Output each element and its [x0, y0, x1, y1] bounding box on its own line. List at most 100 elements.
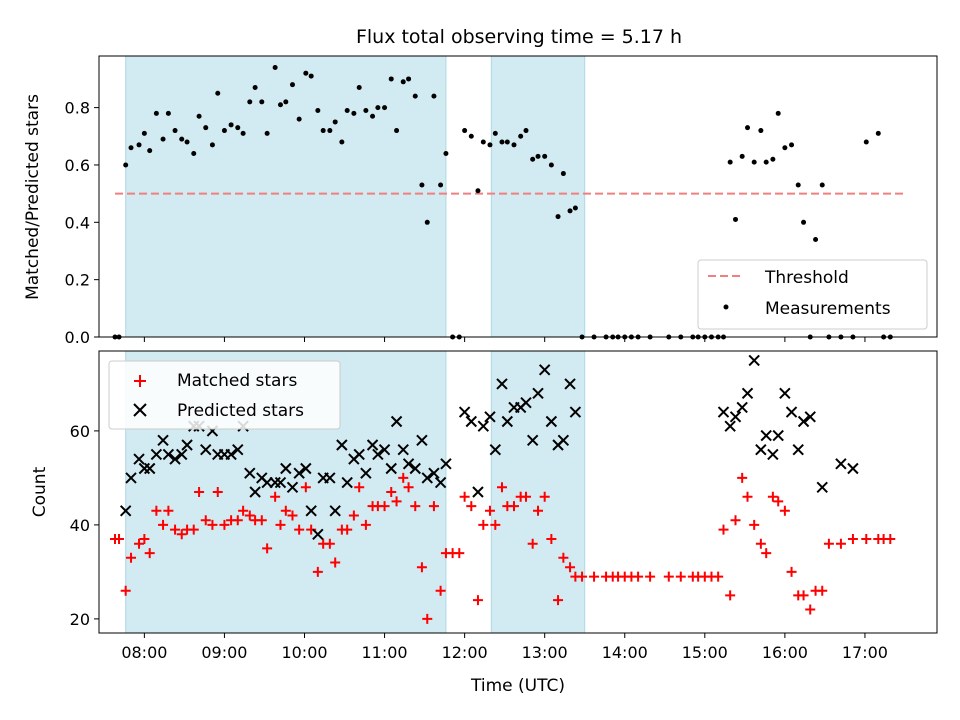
predicted-stars-point — [169, 453, 181, 465]
predicted-stars-point — [736, 401, 748, 414]
measurement-point — [530, 156, 536, 162]
measurement-point — [770, 156, 776, 162]
measurement-point — [795, 182, 801, 188]
measurement-point — [264, 130, 270, 136]
x-tick-label: 11:00 — [362, 643, 408, 662]
matched-stars-point — [207, 519, 218, 530]
matched-stars-point — [558, 552, 569, 563]
matched-stars-point — [410, 501, 421, 512]
matched-stars-point — [194, 487, 205, 497]
measurement-point — [363, 107, 369, 113]
measurement-point — [572, 205, 578, 211]
predicted-stars-point — [402, 458, 415, 470]
measurement-point — [172, 128, 178, 134]
measurement-point — [315, 107, 321, 113]
predicted-stars-point — [125, 472, 137, 484]
measurement-point — [775, 110, 781, 116]
measurement-point — [555, 214, 561, 220]
x-tick-label: 16:00 — [762, 643, 808, 662]
matched-stars-point — [151, 505, 162, 516]
matched-stars-point — [767, 491, 778, 502]
measurement-point — [235, 125, 241, 131]
observing-window-band — [490, 350, 586, 634]
predicted-stars-point — [717, 406, 730, 418]
matched-stars-point — [490, 519, 501, 530]
measurement-point — [160, 136, 166, 142]
predicted-stars-point — [341, 476, 353, 489]
measurement-point — [424, 219, 430, 225]
matched-stars-point — [539, 491, 550, 502]
matched-stars-point — [300, 482, 311, 493]
matched-stars-point — [847, 534, 858, 544]
count-y-axis-label: Count — [30, 466, 50, 517]
predicted-stars-point — [305, 505, 317, 517]
predicted-stars-point — [557, 434, 570, 447]
predicted-stars-point — [545, 415, 558, 428]
measurement-point — [327, 128, 333, 134]
observing-windows — [125, 55, 586, 338]
measurement-point — [782, 145, 788, 151]
measurement-point — [388, 76, 394, 82]
count-y-axis: 20 40 60 — [70, 422, 99, 629]
measurement-point — [499, 139, 505, 145]
ratio-y-axis-label: Matched/Predicted stars — [23, 94, 43, 300]
matched-stars-point — [256, 515, 267, 526]
matched-stars-point — [725, 590, 736, 601]
predicted-stars-point — [162, 448, 175, 461]
measurement-point — [272, 64, 278, 70]
matched-stars-point — [386, 487, 397, 497]
matched-stars-point — [330, 557, 341, 568]
x-axis-label: Time (UTC) — [470, 676, 565, 696]
predicted-stars-point — [249, 486, 261, 498]
predicted-stars-point — [804, 411, 816, 423]
measurement-point — [370, 113, 376, 119]
matched-stars-point — [713, 571, 724, 582]
predicted-stars-point — [324, 472, 336, 484]
measurement-point — [153, 110, 159, 116]
matched-stars-point — [521, 491, 532, 502]
predicted-stars-point — [428, 467, 440, 479]
matched-stars-point — [144, 548, 155, 559]
matched-stars-point — [546, 534, 557, 544]
matched-stars-point — [176, 529, 187, 540]
measurement-point — [147, 148, 153, 154]
predicted-stars-point — [181, 439, 193, 451]
measurement-point — [240, 130, 246, 136]
measurement-point — [733, 216, 739, 222]
matched-stars-point — [416, 562, 427, 573]
measurement-point — [419, 182, 425, 188]
measurement-point — [567, 208, 573, 214]
measurement-point — [406, 76, 412, 82]
count-legend-box — [108, 360, 341, 430]
measurement-point — [758, 128, 764, 134]
measurement-point — [560, 171, 566, 177]
matched-stars-point — [262, 543, 273, 554]
predicted-stars-point — [416, 434, 428, 447]
measurements-legend-label: Measurements — [765, 299, 891, 319]
predicted-stars-point — [421, 472, 433, 484]
measurement-point — [431, 93, 437, 99]
predicted-stars-point — [532, 387, 544, 400]
predicted-stars-point — [312, 528, 324, 541]
matched-stars-point — [454, 548, 465, 559]
predicted-stars-point — [286, 481, 299, 494]
matched-stars-point — [126, 552, 137, 563]
matched-stars-point — [472, 595, 483, 606]
predicted-stars-point — [792, 443, 804, 456]
matched-stars-point — [484, 505, 495, 516]
predicted-stars-point — [372, 448, 384, 461]
matched-stars-point — [466, 501, 477, 512]
predicted-stars-point — [785, 406, 798, 418]
matched-stars-point — [200, 515, 211, 526]
matched-stars-point — [798, 590, 809, 601]
measurement-point — [480, 139, 486, 145]
matched-stars-point — [835, 538, 846, 549]
measurement-point — [203, 125, 209, 131]
x-tick-label: 15:00 — [682, 643, 728, 662]
matched-stars-point — [139, 534, 150, 544]
ratio-y-axis: 0.0 0.2 0.4 0.6 0.8 — [65, 99, 99, 347]
predicted-stars-point — [489, 443, 502, 456]
matched-stars-point — [675, 571, 686, 582]
matched-stars-point — [170, 524, 181, 535]
matched-stars-point — [134, 538, 145, 549]
